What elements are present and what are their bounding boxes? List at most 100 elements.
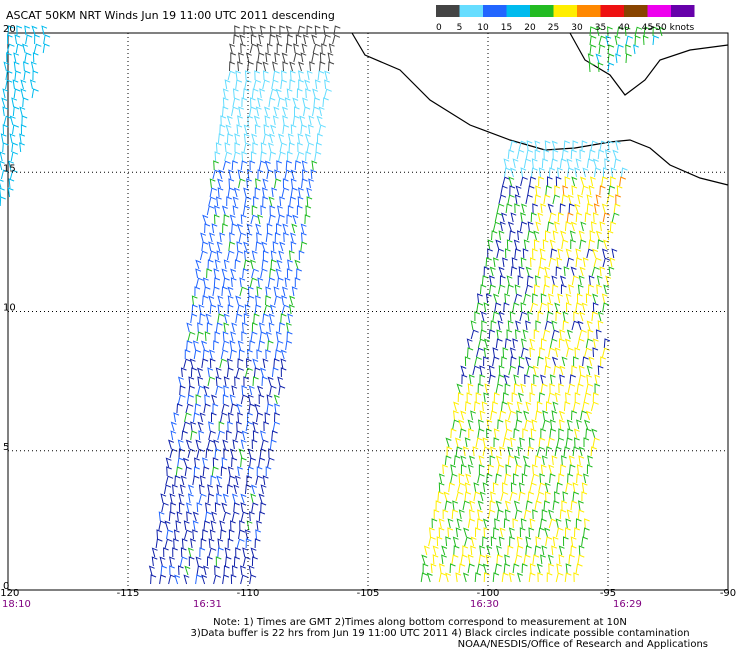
wind-barb (461, 374, 468, 385)
wind-barb (549, 167, 556, 178)
wind-barb (477, 419, 484, 430)
wind-barb (266, 43, 273, 54)
wind-barb (616, 26, 624, 37)
wind-barb (231, 322, 238, 333)
wind-barb (582, 257, 589, 268)
wind-barb (642, 35, 649, 46)
wind-barb (477, 428, 485, 439)
wind-barb (517, 230, 523, 241)
wind-barb (176, 403, 183, 414)
wind-barb (252, 421, 259, 432)
wind-barb (13, 61, 20, 72)
wind-barb (583, 437, 590, 447)
wind-barb (513, 239, 520, 250)
wind-barb (202, 277, 209, 288)
wind-barb (242, 556, 251, 567)
wind-barb (505, 203, 513, 214)
wind-barb (285, 340, 293, 351)
wind-barb (290, 178, 297, 189)
wind-barb (568, 455, 575, 466)
wind-barb (223, 565, 230, 576)
wind-barb (204, 331, 211, 342)
wind-barb (570, 536, 577, 547)
wind-barb (287, 133, 294, 144)
wind-barb (238, 349, 245, 360)
wind-barb (490, 320, 497, 331)
wind-barb (236, 304, 245, 315)
wind-barb (170, 430, 177, 441)
wind-barb (262, 61, 269, 72)
wind-barb (522, 428, 529, 439)
wind-barb (534, 545, 542, 556)
wind-barb (247, 115, 253, 126)
wind-barb (229, 61, 235, 72)
wind-barb (541, 158, 549, 169)
wind-barb (258, 493, 265, 504)
wind-barb (194, 286, 201, 297)
wind-barb (210, 520, 217, 531)
wind-barb (514, 464, 522, 475)
wind-barb (537, 356, 544, 367)
wind-barb (530, 302, 539, 313)
wind-barb (555, 266, 562, 277)
wind-barb (243, 25, 250, 36)
wind-barb (230, 331, 237, 342)
swath-time: 16:31 (193, 599, 222, 610)
wind-barb (281, 52, 288, 63)
wind-barb (265, 52, 271, 63)
wind-barb (169, 556, 175, 567)
wind-barb (519, 311, 528, 322)
wind-barb (288, 250, 295, 261)
wind-barb (229, 394, 236, 405)
wind-barb (257, 277, 264, 288)
wind-barb (241, 97, 248, 108)
wind-barb (258, 160, 267, 171)
wind-barb (249, 511, 255, 522)
wind-barb (498, 230, 505, 241)
wind-barb (324, 70, 331, 81)
wind-barb (498, 194, 507, 205)
wind-barb (222, 439, 229, 450)
wind-barb (501, 572, 509, 583)
wind-barb (207, 376, 216, 387)
wind-barb (0, 196, 6, 207)
wind-barb (243, 376, 250, 387)
wind-barb (217, 178, 224, 189)
wind-barb (290, 124, 297, 135)
wind-barb (554, 221, 560, 232)
lat-label: 5 (3, 442, 9, 453)
wind-barb (214, 151, 221, 162)
wind-barb (273, 286, 280, 297)
wind-barb (585, 293, 592, 304)
wind-barb (212, 457, 219, 468)
wind-barb (552, 230, 559, 241)
wind-barb (242, 88, 250, 99)
wind-barb (219, 520, 226, 531)
wind-barb (272, 70, 280, 81)
wind-barb (228, 241, 236, 252)
wind-barb (549, 383, 556, 394)
wind-barb (261, 259, 269, 270)
wind-barbs (0, 25, 665, 585)
wind-barb (190, 538, 196, 549)
wind-barb (280, 79, 287, 90)
wind-barb (300, 124, 307, 135)
wind-barb (214, 502, 221, 513)
wind-barb (240, 493, 247, 504)
wind-barb (517, 365, 524, 376)
wind-barb (587, 329, 594, 339)
wind-barb (244, 70, 251, 81)
wind-barb (451, 554, 459, 565)
wind-barb (275, 88, 282, 99)
wind-barb (202, 457, 208, 468)
wind-barb (498, 365, 505, 376)
wind-barb (544, 275, 551, 286)
wind-barb (554, 302, 561, 313)
wind-barb (494, 518, 500, 529)
wind-barb (160, 565, 167, 576)
wind-barb (19, 106, 26, 117)
wind-barb (530, 212, 537, 223)
wind-barb (260, 502, 267, 513)
wind-barb (304, 214, 311, 225)
wind-barb (273, 394, 280, 405)
